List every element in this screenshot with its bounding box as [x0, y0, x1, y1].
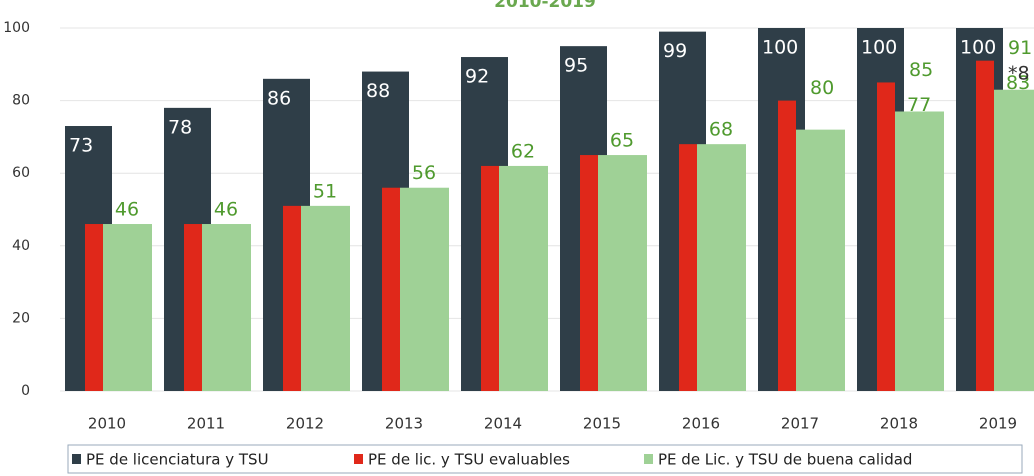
bar — [283, 205, 301, 391]
y-tick-label: 60 — [12, 165, 30, 181]
data-label: 80 — [810, 77, 834, 99]
x-tick-label: 2013 — [385, 415, 423, 433]
data-label: 77 — [907, 94, 931, 116]
bar — [778, 100, 796, 391]
bar — [697, 144, 746, 391]
data-label: 100 — [861, 37, 897, 59]
data-label: 86 — [267, 87, 291, 109]
data-label: 100 — [960, 37, 996, 59]
x-tick-label: 2018 — [880, 415, 918, 433]
legend-box — [67, 444, 1023, 474]
bar — [895, 111, 944, 392]
bar — [598, 155, 647, 391]
data-label: 62 — [511, 140, 535, 162]
legend-label: PE de lic. y TSU evaluables — [368, 451, 570, 469]
x-tick-label: 2012 — [286, 415, 324, 433]
data-label: 92 — [465, 66, 489, 88]
bar — [184, 224, 202, 391]
legend-swatch — [644, 454, 653, 464]
data-label: 100 — [762, 37, 798, 59]
x-tick-label: 2016 — [682, 415, 720, 433]
legend-swatch — [72, 454, 81, 464]
x-tick-label: 2019 — [979, 415, 1017, 433]
x-tick-label: 2010 — [88, 415, 126, 433]
legend-label: PE de Lic. y TSU de buena calidad — [658, 451, 912, 469]
bar — [85, 224, 103, 391]
bar — [202, 224, 251, 391]
y-tick-label: 80 — [12, 93, 30, 109]
bar — [400, 187, 449, 391]
x-tick-label: 2014 — [484, 415, 522, 433]
bar — [481, 165, 499, 391]
data-label: 78 — [168, 116, 192, 138]
x-tick-label: 2017 — [781, 415, 819, 433]
legend-swatch — [354, 454, 363, 464]
bar — [103, 224, 152, 391]
data-label: 65 — [610, 130, 634, 152]
bar — [301, 205, 350, 391]
data-label: 88 — [366, 80, 390, 102]
data-label: 51 — [313, 180, 337, 202]
bar — [976, 60, 994, 392]
y-tick-label: 100 — [3, 20, 30, 36]
data-label: 46 — [214, 199, 238, 221]
bar — [796, 129, 845, 391]
data-label: 95 — [564, 55, 588, 77]
bar — [994, 89, 1034, 392]
x-tick-label: 2015 — [583, 415, 621, 433]
bar — [382, 187, 400, 391]
data-label: 68 — [709, 119, 733, 141]
bar — [877, 82, 895, 391]
data-label: 85 — [909, 59, 933, 81]
data-label: 46 — [115, 199, 139, 221]
bar — [580, 155, 598, 391]
y-tick-label: 40 — [12, 238, 30, 254]
x-tick-label: 2011 — [187, 415, 225, 433]
data-label: 99 — [663, 40, 687, 62]
data-label: 91 — [1008, 37, 1032, 59]
data-label: 83 — [1006, 72, 1030, 94]
chart-title: 2010-2019 — [494, 0, 596, 12]
data-label: 56 — [412, 162, 436, 184]
data-label: 73 — [69, 135, 93, 157]
y-tick-label: 20 — [12, 310, 30, 326]
y-tick-label: 0 — [21, 383, 30, 399]
bar — [679, 144, 697, 391]
bar — [499, 165, 548, 391]
legend-label: PE de licenciatura y TSU — [86, 451, 269, 469]
annotation: *8 — [1008, 63, 1030, 85]
